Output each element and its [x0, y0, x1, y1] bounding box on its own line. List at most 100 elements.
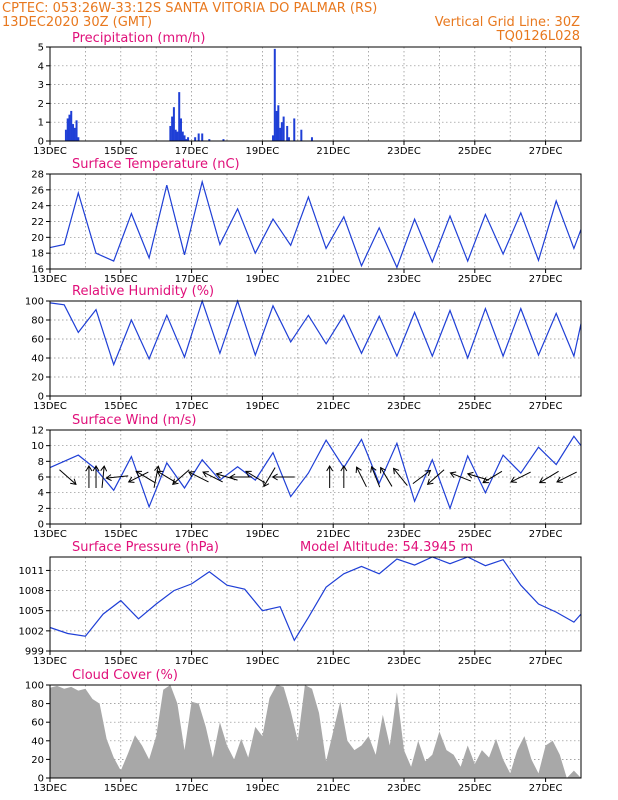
wind-arrowhead [100, 465, 108, 472]
precipitation-bar [222, 139, 225, 141]
precipitation-title: Precipitation (mm/h) [72, 31, 205, 46]
pressure-xtick-label: 19DEC [246, 656, 280, 667]
wind-arrow [380, 467, 393, 487]
precipitation-bar [171, 116, 174, 141]
header-model: TQ0126L028 [496, 29, 580, 44]
pressure-title: Surface Pressure (hPa) [72, 540, 219, 555]
wind-arrow [482, 470, 503, 484]
pressure-xtick-label: 27DEC [529, 656, 563, 667]
pressure-ytick-label: 1008 [19, 586, 44, 597]
cloud-cover-ytick-label: 80 [31, 699, 44, 710]
humidity-xtick-label: 23DEC [387, 401, 421, 412]
cloud-cover-ytick-label: 40 [31, 736, 44, 747]
precipitation-bar [287, 137, 290, 141]
cloud-cover-xtick-label: 27DEC [529, 783, 563, 794]
precipitation-bar [187, 137, 190, 141]
wind-arrowhead [538, 477, 546, 484]
wind-arrowhead [263, 480, 270, 488]
pressure-xtick-label: 23DEC [387, 656, 421, 667]
precipitation-ytick-label: 0 [38, 137, 44, 148]
wind-arrow [59, 469, 77, 485]
precipitation-bar [300, 129, 303, 141]
cloud-cover-xtick-label: 17DEC [175, 783, 209, 794]
humidity-title: Relative Humidity (%) [72, 284, 214, 299]
precipitation-bar [73, 127, 76, 141]
wind-ytick-label: 2 [38, 504, 44, 515]
header-grid-line: Vertical Grid Line: 30Z [435, 15, 580, 30]
wind-arrowhead [370, 465, 377, 473]
wind-ytick-label: 4 [38, 488, 44, 499]
pressure-xtick-label: 15DEC [104, 656, 138, 667]
wind-arrowhead [70, 478, 77, 485]
precipitation-xtick-label: 23DEC [387, 146, 421, 157]
model-altitude-label: Model Altitude: 54.3945 m [300, 540, 473, 555]
pressure-xtick-label: 17DEC [175, 656, 209, 667]
humidity-ytick-label: 20 [31, 373, 44, 384]
wind-arrow [450, 472, 472, 482]
precipitation-bar [77, 137, 80, 141]
wind-ytick-label: 12 [31, 426, 44, 437]
wind-arrowhead [340, 465, 348, 472]
wind-arrowhead [92, 465, 100, 472]
temperature-series-line [49, 179, 582, 269]
wind-arrowhead [355, 466, 362, 474]
precipitation-bar [293, 118, 296, 141]
precipitation-bar [273, 48, 276, 141]
precipitation-bar [66, 118, 69, 141]
cloud-cover-xtick-label: 21DEC [316, 783, 350, 794]
wind-arrowhead [202, 471, 209, 478]
wind-arrowhead [105, 474, 112, 482]
pressure-ytick-label: 999 [25, 647, 44, 658]
precipitation-bar [279, 127, 282, 141]
wind-arrowhead [424, 469, 432, 476]
wind-arrowhead [245, 470, 252, 477]
humidity-ytick-label: 60 [31, 335, 44, 346]
wind-arrowhead [510, 476, 517, 483]
pressure-xtick-label: 21DEC [316, 656, 350, 667]
precipitation-xtick-label: 27DEC [529, 146, 563, 157]
precipitation-panel: Precipitation (mm/h) 0 1 2 3 4 5 13DEC 15DEC 17D… [33, 31, 582, 157]
precipitation-bar [194, 137, 197, 141]
wind-arrow [128, 471, 149, 483]
precipitation-frame [49, 46, 582, 142]
wind-series-line [49, 435, 582, 511]
precipitation-xtick-label: 15DEC [104, 146, 138, 157]
wind-arrow [106, 475, 129, 479]
precipitation-bar [280, 122, 283, 141]
wind-arrowhead [271, 473, 278, 481]
wind-arrow [539, 470, 559, 484]
precipitation-bar [197, 133, 200, 141]
pressure-frame [49, 556, 582, 652]
temperature-xtick-label: 17DEC [175, 274, 209, 285]
precipitation-bar [282, 116, 285, 141]
precipitation-bar [286, 125, 289, 141]
precipitation-bar [169, 125, 172, 141]
temperature-ytick-label: 26 [31, 185, 44, 196]
temperature-title: Surface Temperature (nC) [72, 157, 240, 172]
wind-xtick-label: 21DEC [316, 529, 350, 540]
cloud-cover-area [50, 685, 581, 778]
precipitation-bar [185, 139, 188, 141]
wind-xtick-label: 23DEC [387, 529, 421, 540]
precipitation-bar [275, 110, 278, 141]
precipitation-ytick-label: 3 [38, 80, 44, 91]
precipitation-bar [181, 131, 184, 141]
cloud-cover-xtick-label: 23DEC [387, 783, 421, 794]
wind-arrow [556, 471, 577, 483]
precipitation-xtick-label: 13DEC [33, 146, 67, 157]
pressure-xtick-label: 25DEC [458, 656, 492, 667]
temperature-xtick-label: 21DEC [316, 274, 350, 285]
precipitation-bar [75, 120, 78, 141]
cloud-cover-panel: Cloud Cover (%) 0 20 40 60 80 100 13DEC 15DEC 17… [25, 668, 582, 794]
precipitation-bar [172, 107, 175, 141]
humidity-xtick-label: 17DEC [175, 401, 209, 412]
humidity-frame [49, 300, 582, 397]
temperature-ytick-label: 20 [31, 233, 44, 244]
temperature-ytick-label: 22 [31, 217, 44, 228]
temperature-frame [49, 173, 582, 270]
wind-arrow [157, 470, 177, 484]
precipitation-ytick-label: 2 [38, 99, 44, 110]
cloud-cover-xtick-label: 13DEC [33, 783, 67, 794]
temperature-panel: Surface Temperature (nC) 16 18 20 22 24 26 28 1… [31, 157, 582, 285]
wind-arrowhead [85, 465, 93, 472]
